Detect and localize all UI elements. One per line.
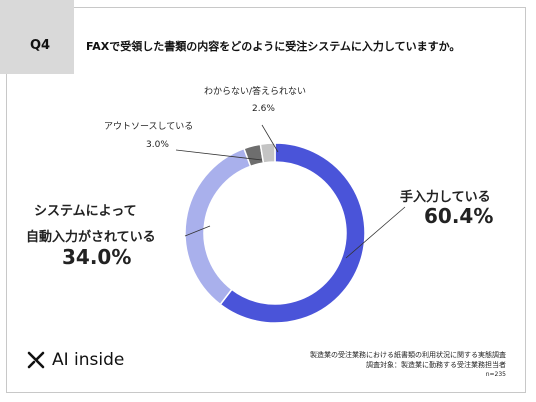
leader-unknown <box>261 124 279 153</box>
sample-size: n=235 <box>485 371 506 378</box>
label-outsource-name: アウトソースしている <box>104 122 194 132</box>
label-unknown-value: 2.6% <box>252 104 275 114</box>
logo-text: AI inside <box>52 350 125 370</box>
leader-manual <box>345 206 406 259</box>
leader-outsource <box>175 149 263 161</box>
donut-slice-1 <box>184 147 252 306</box>
x-logo-icon <box>27 351 45 369</box>
label-auto-name-2: 自動入力がされている <box>26 230 156 245</box>
question-number: Q4 <box>30 38 51 53</box>
label-manual-value: 60.4% <box>424 204 494 228</box>
question-badge <box>0 0 74 74</box>
question-title: FAXで受領した書類の内容をどのように受注システムに入力していますか。 <box>86 40 461 53</box>
survey-footer: 製造業の受注業務における紙書類の利用状況に関する実態調査 調査対象：製造業に勤務… <box>310 350 506 380</box>
donut-slice-0 <box>219 142 366 324</box>
survey-title: 製造業の受注業務における紙書類の利用状況に関する実態調査 <box>310 351 506 359</box>
label-manual-name: 手入力している <box>400 190 491 205</box>
donut-slice-3 <box>259 142 276 164</box>
label-unknown-name: わからない/答えられない <box>204 87 307 97</box>
label-outsource-value: 3.0% <box>146 140 169 150</box>
slide-frame <box>6 7 526 393</box>
label-auto-value: 34.0% <box>62 245 132 269</box>
label-auto-name-1: システムによって <box>34 204 137 219</box>
ai-inside-logo: AI inside <box>26 350 124 370</box>
leader-auto <box>184 225 211 237</box>
survey-target: 調査対象：製造業に勤務する受注業務担当者 <box>366 361 506 369</box>
